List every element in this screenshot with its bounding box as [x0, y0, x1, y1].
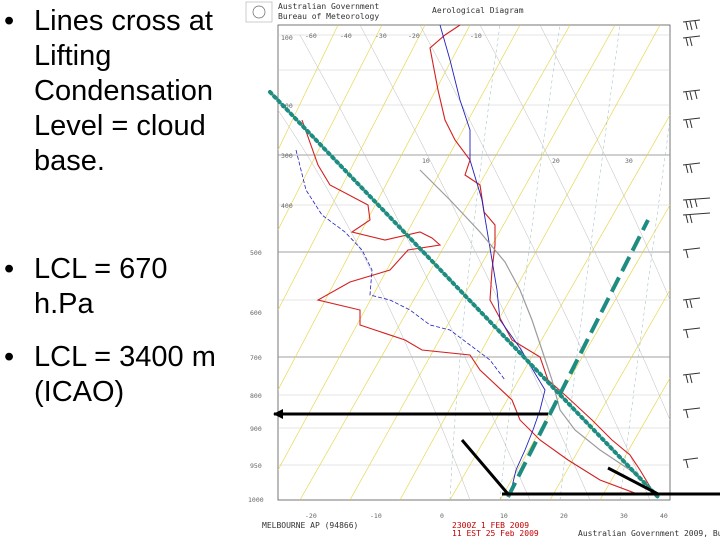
moist-adiabat-lines [449, 24, 671, 501]
header-org: Australian Government [278, 2, 379, 11]
diagram-header: Australian Government Bureau of Meteorol… [245, 1, 524, 23]
axis-ticks: 100 200 300 400 500 600 700 800 900 950 … [248, 32, 668, 520]
svg-text:20: 20 [560, 512, 568, 520]
svg-text:500: 500 [250, 249, 262, 257]
crest-icon [245, 1, 273, 23]
svg-text:950: 950 [250, 462, 262, 470]
bullet-marker: • [4, 341, 15, 373]
bullet-lcl-definition: • Lines cross at Lifting Condensation Le… [0, 4, 240, 179]
svg-text:100: 100 [281, 34, 293, 42]
svg-text:200: 200 [281, 102, 293, 110]
wind-barbs [682, 19, 711, 469]
aerological-diagram: Australian Government Bureau of Meteorol… [245, 1, 720, 538]
svg-text:-60: -60 [305, 32, 317, 40]
footer-time: 2300Z 1 FEB 2009 [452, 521, 529, 530]
svg-text:30: 30 [625, 157, 633, 165]
header-title: Aerological Diagram [432, 6, 524, 15]
footer-station: MELBOURNE AP (94866) [262, 521, 358, 530]
plot-frame [277, 24, 671, 501]
dewpoint-profile [439, 24, 546, 496]
bullet-marker: • [4, 5, 15, 37]
header-bureau: Bureau of Meteorology [278, 12, 379, 21]
dewpoint-pointer [460, 439, 510, 495]
temperature-profile-left [301, 119, 641, 496]
svg-text:-20: -20 [408, 32, 420, 40]
svg-text:900: 900 [250, 425, 262, 433]
diagram-footer: MELBOURNE AP (94866) 2300Z 1 FEB 2009 11… [262, 521, 720, 538]
svg-text:-10: -10 [470, 32, 482, 40]
svg-text:300: 300 [281, 152, 293, 160]
dry-adiabat-lines [277, 24, 671, 501]
svg-text:-20: -20 [305, 512, 317, 520]
bullet-lcl-pressure: • LCL = 670 h.Pa [0, 252, 230, 322]
svg-text:800: 800 [250, 392, 262, 400]
parcel-path [419, 169, 656, 493]
mixing-ratio-annotation [506, 219, 650, 498]
dry-adiabat-annotation [268, 90, 660, 499]
footer-copyright: Australian Government 2009, Bureau [578, 529, 720, 538]
dewpoint-profile-left [295, 149, 506, 381]
svg-text:400: 400 [281, 202, 293, 210]
svg-text:20: 20 [552, 157, 560, 165]
svg-text:30: 30 [620, 512, 628, 520]
svg-text:-30: -30 [375, 32, 387, 40]
isotherm-lines [277, 24, 671, 501]
svg-text:40: 40 [660, 512, 668, 520]
svg-text:10: 10 [500, 512, 508, 520]
bullet-marker: • [4, 253, 15, 285]
footer-valid: 11 EST 25 Feb 2009 [452, 529, 539, 538]
crest-emblem [252, 5, 266, 19]
svg-text:-40: -40 [340, 32, 352, 40]
svg-text:1000: 1000 [248, 496, 264, 504]
temperature-pointer [607, 466, 659, 496]
bullet-text: LCL = 3400 m (ICAO) [34, 341, 216, 408]
svg-text:0: 0 [440, 512, 444, 520]
svg-text:600: 600 [250, 309, 262, 317]
svg-text:-10: -10 [370, 512, 382, 520]
temperature-profile [429, 24, 656, 496]
bullet-text: LCL = 670 h.Pa [34, 253, 168, 320]
svg-text:700: 700 [250, 354, 262, 362]
bullet-lcl-height: • LCL = 3400 m (ICAO) [0, 340, 230, 410]
bullet-text: Lines cross at Lifting Condensation Leve… [34, 5, 213, 177]
svg-text:10: 10 [422, 157, 430, 165]
